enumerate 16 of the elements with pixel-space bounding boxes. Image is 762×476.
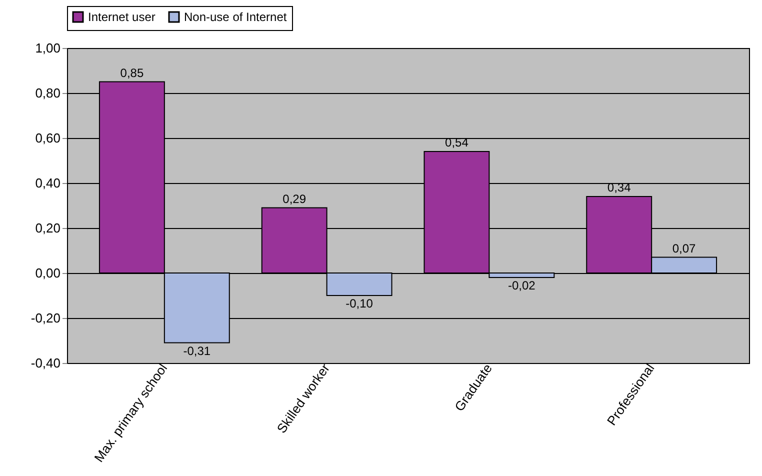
y-tick-label: 0,60 bbox=[35, 130, 60, 146]
y-tick-label: 0,40 bbox=[35, 176, 60, 190]
y-tick-label: 1,00 bbox=[35, 40, 60, 56]
data-label: -0,31 bbox=[183, 344, 211, 358]
data-label: -0,10 bbox=[346, 296, 374, 310]
data-label: 0,29 bbox=[282, 192, 306, 206]
data-label: 0,85 bbox=[120, 66, 144, 80]
y-tick-label: 0,20 bbox=[35, 220, 60, 236]
y-tick-label: -0,40 bbox=[30, 356, 60, 370]
legend-label: Internet user bbox=[88, 10, 156, 24]
y-tick-label: 0,80 bbox=[35, 86, 60, 100]
y-tick-label: -0,20 bbox=[30, 310, 60, 326]
data-label: -0,02 bbox=[508, 278, 536, 292]
y-tick-label: 0,00 bbox=[35, 266, 60, 280]
legend-label: Non-use of Internet bbox=[184, 10, 288, 24]
data-label: 0,07 bbox=[672, 241, 696, 256]
